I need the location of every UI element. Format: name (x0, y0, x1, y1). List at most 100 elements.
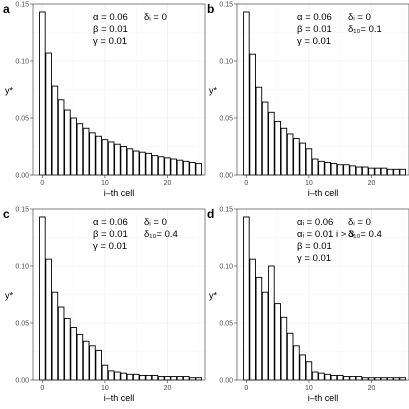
bar (170, 158, 177, 176)
bar (57, 99, 65, 176)
bar (39, 216, 46, 381)
bar (293, 138, 300, 176)
bar (280, 316, 288, 381)
bar (286, 332, 294, 381)
param-annotation: α = 0.06 (93, 217, 128, 228)
bar (57, 306, 65, 381)
bar (318, 160, 325, 176)
bar (51, 85, 59, 176)
bar (380, 167, 388, 176)
y-tick-label: 0.05 (219, 116, 233, 123)
bar (399, 168, 407, 176)
bar (268, 265, 275, 381)
param-annotation: δ₁₀= 0.4 (144, 229, 178, 240)
bar (286, 133, 294, 176)
bar (95, 135, 102, 176)
bar (64, 317, 71, 381)
bar (45, 52, 52, 176)
bar (249, 258, 256, 381)
panel-letter: d (207, 207, 214, 221)
bar (101, 139, 109, 176)
bar (336, 374, 344, 381)
bar (336, 164, 344, 176)
x-tick-label: 0 (40, 180, 44, 187)
param-annotation: β = 0.01 (297, 24, 332, 35)
bar (330, 374, 338, 381)
param-annotation: γ = 0.01 (297, 253, 331, 264)
y-tick-label: 0.15 (219, 207, 233, 214)
bar (145, 374, 152, 381)
bar (374, 167, 381, 176)
y-tick-label: 0.00 (219, 173, 233, 180)
y-tick-label: 0.15 (15, 207, 29, 214)
bar (151, 374, 159, 381)
bar (64, 109, 71, 176)
x-tick-label: 10 (101, 180, 109, 187)
y-tick-label: 0.10 (15, 264, 29, 271)
y-tick-label: 0.10 (15, 59, 29, 66)
x-tick-label: 0 (244, 180, 248, 187)
bar (164, 376, 171, 381)
bar (70, 327, 77, 381)
param-annotation: β = 0.01 (93, 24, 128, 35)
param-annotation: α = 0.06 (297, 12, 332, 23)
bar (176, 376, 184, 381)
bar (305, 148, 313, 176)
panel-c: c 0.00 0.05 0.10 0.15 0 10 20 i–th cell y* α = 0.0… (3, 207, 206, 403)
bar (393, 168, 400, 176)
bar (170, 376, 177, 381)
param-annotation: γ = 0.01 (93, 241, 127, 252)
y-axis-title: y* (5, 86, 14, 96)
x-tick-label: 20 (368, 385, 376, 392)
bar (126, 148, 134, 176)
bar (243, 11, 250, 176)
bar (380, 377, 388, 381)
bar (182, 376, 190, 381)
panel-border (236, 208, 409, 381)
panel-letter: a (3, 2, 10, 16)
bar (76, 333, 84, 381)
y-tick-label: 0.00 (15, 173, 29, 180)
bar (164, 157, 171, 176)
bar (45, 258, 52, 381)
bar (274, 303, 281, 381)
panel-border (32, 3, 206, 176)
y-tick-label: 0.05 (15, 116, 29, 123)
param-annotation: δᵢ = 0 (348, 12, 371, 23)
bar (139, 151, 146, 176)
bar (349, 376, 356, 381)
bar (189, 377, 196, 381)
panel-d: d 0.00 0.05 0.10 0.15 0 10 20 i–th cell y* αᵢ = 0.… (207, 207, 409, 403)
bar (268, 111, 275, 176)
bar (343, 376, 350, 381)
bar (107, 141, 115, 176)
bar (82, 127, 90, 176)
bar (299, 142, 306, 176)
y-tick-label: 0.15 (15, 2, 29, 9)
x-tick-label: 0 (40, 385, 44, 392)
bar (330, 163, 338, 176)
x-tick-label: 10 (305, 385, 313, 392)
x-axis-title: i–th cell (308, 188, 339, 198)
bar (305, 361, 313, 381)
bar (393, 377, 400, 381)
bar (249, 53, 256, 176)
y-tick-label: 0.05 (15, 321, 29, 328)
panel-a: a 0.00 0.05 0.10 0.15 0 10 20 i–th cell y* α = 0.0… (3, 2, 206, 198)
bar (51, 291, 59, 381)
param-annotation: δ₁₀= 0.4 (348, 229, 382, 240)
bar (132, 150, 140, 176)
x-axis-title: i–th cell (104, 188, 135, 198)
bar (189, 162, 196, 176)
x-axis-title: i–th cell (308, 393, 339, 403)
bar (70, 117, 77, 176)
bar (120, 146, 127, 176)
y-tick-label: 0.10 (219, 264, 233, 271)
bar (361, 166, 369, 176)
bar (349, 165, 356, 176)
x-tick-label: 20 (368, 180, 376, 187)
bar (101, 364, 109, 381)
bar (355, 166, 363, 176)
bar (82, 340, 90, 381)
bar (386, 168, 394, 176)
